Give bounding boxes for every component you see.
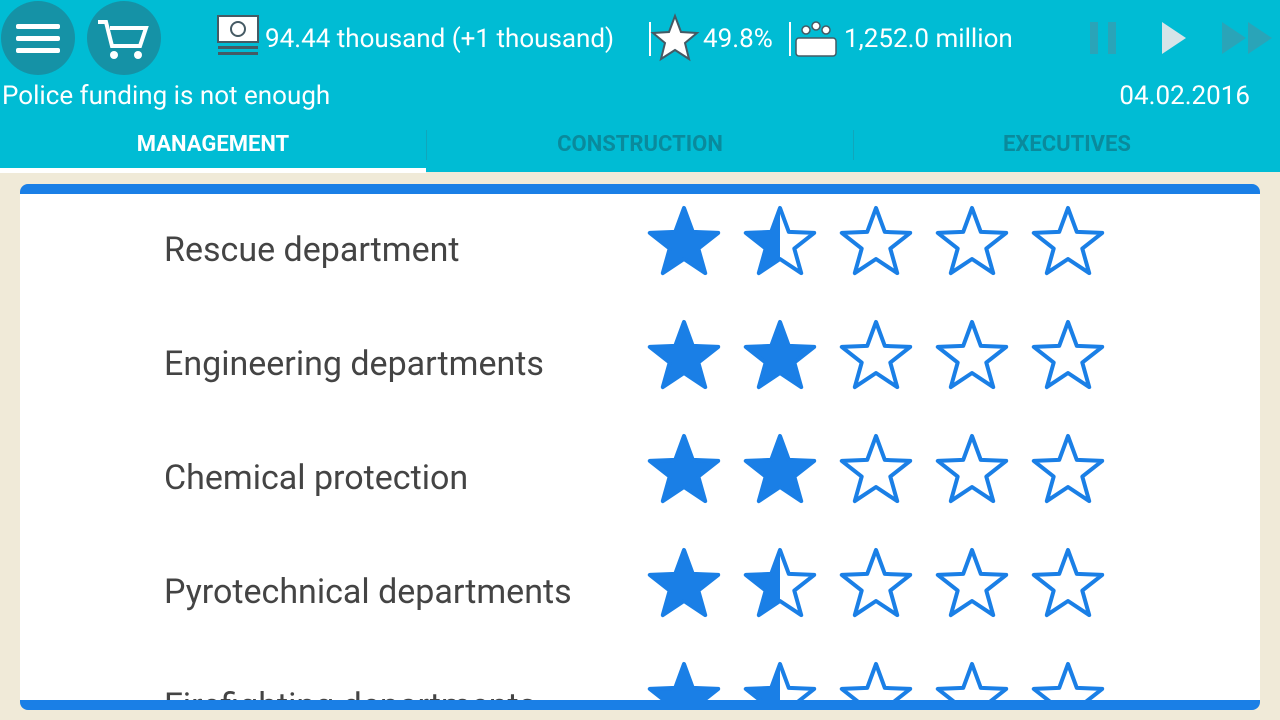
star [839, 662, 913, 700]
status-message: Police funding is not enough [2, 81, 330, 111]
tab-separator [426, 130, 427, 160]
play-button[interactable] [1162, 22, 1186, 54]
department-name: Engineering departments [164, 344, 544, 384]
fast-forward-button[interactable] [1222, 22, 1272, 54]
star [839, 320, 913, 390]
department-name: Rescue department [164, 230, 460, 270]
department-row[interactable]: Pyrotechnical departments [164, 548, 1105, 618]
menu-button[interactable] [1, 1, 75, 75]
department-name: Pyrotechnical departments [164, 572, 572, 612]
department-row[interactable]: Firefighting departments [164, 662, 1105, 720]
tab[interactable]: MANAGEMENT [137, 132, 290, 157]
department-name: Firefighting departments [164, 686, 536, 720]
money-text: 94.44 thousand (+1 thousand) [265, 24, 614, 54]
star [1031, 206, 1105, 276]
star [647, 548, 721, 618]
star [743, 662, 817, 700]
star [935, 206, 1009, 276]
shop-button[interactable] [87, 1, 161, 75]
star [743, 320, 817, 390]
department-name: Chemical protection [164, 458, 468, 498]
star [935, 548, 1009, 618]
population-icon [795, 21, 837, 57]
star [839, 206, 913, 276]
star [647, 206, 721, 276]
department-row[interactable]: Engineering departments [164, 320, 1105, 390]
tab[interactable]: CONSTRUCTION [557, 132, 723, 157]
star [935, 434, 1009, 504]
star [839, 434, 913, 504]
star [839, 548, 913, 618]
star [743, 434, 817, 504]
star [1031, 320, 1105, 390]
rating-text: 49.8% [703, 24, 773, 54]
star [647, 320, 721, 390]
star [1031, 662, 1105, 700]
star [935, 662, 1009, 700]
separator [649, 22, 651, 56]
star [1031, 434, 1105, 504]
star [647, 434, 721, 504]
department-row[interactable]: Rescue department [164, 206, 1105, 276]
date: 04.02.2016 [1119, 81, 1250, 111]
pause-button[interactable] [1090, 22, 1116, 54]
department-row[interactable]: Chemical protection [164, 434, 1105, 504]
money-icon [217, 15, 259, 55]
top-bar [0, 0, 1280, 172]
active-tab-indicator [0, 168, 426, 173]
star [743, 206, 817, 276]
star [743, 548, 817, 618]
population-text: 1,252.0 million [844, 24, 1013, 54]
star [1031, 548, 1105, 618]
tab-separator [853, 130, 854, 160]
department-list: Rescue department Engineering departments… [164, 206, 1105, 720]
tab[interactable]: EXECUTIVES [1003, 132, 1131, 157]
rating-icon [650, 13, 700, 62]
card [20, 194, 1260, 700]
separator [789, 22, 791, 56]
star [647, 662, 721, 700]
star [935, 320, 1009, 390]
